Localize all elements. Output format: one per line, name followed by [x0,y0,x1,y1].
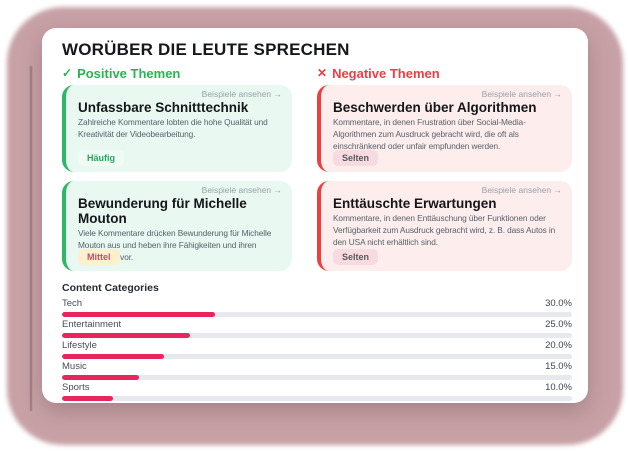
bar-track [62,333,572,338]
chart-row: Lifestyle 20.0% [62,340,572,359]
chart-row: Entertainment 25.0% [62,319,572,338]
category-label: Entertainment [62,319,122,330]
bar-fill [62,396,113,401]
chart-row: Tech 30.0% [62,298,572,317]
theme-card-negative-2: Beispiele ansehen → Enttäuschte Erwartun… [317,181,572,271]
content-categories-chart: Content Categories Tech 30.0% Entertainm… [62,282,572,401]
frequency-badge: Selten [333,150,379,166]
window-shadow-line [30,66,32,411]
chart-row: Sports 10.0% [62,382,572,401]
theme-grid: Beispiele ansehen → Unfassbare Schnittte… [62,85,572,271]
category-label: Lifestyle [62,340,97,351]
theme-card-positive-1: Beispiele ansehen → Unfassbare Schnittte… [62,85,292,172]
theme-description: Zahlreiche Kommentare lobten die hohe Qu… [78,117,268,139]
examples-link[interactable]: Beispiele ansehen → [201,89,282,99]
negative-section-label: Negative Themen [332,66,440,81]
theme-description: Kommentare, in denen Enttäuschung über F… [333,213,556,247]
frequency-badge: Häufig [78,150,124,166]
category-percent: 30.0% [545,298,572,309]
check-icon: ✓ [62,66,73,80]
category-label: Sports [62,382,90,393]
category-label: Tech [62,298,83,309]
category-percent: 20.0% [545,340,572,351]
category-percent: 25.0% [545,319,572,330]
x-icon: ✕ [317,66,328,80]
category-percent: 10.0% [545,382,572,393]
examples-link[interactable]: Beispiele ansehen → [481,89,562,99]
theme-title: Bewunderung für Michelle Mouton [78,196,247,226]
bar-track [62,312,572,317]
theme-card-negative-1: Beispiele ansehen → Beschwerden über Alg… [317,85,572,172]
theme-description: Kommentare, in denen Frustration über So… [333,117,526,151]
chart-row: Music 15.0% [62,361,572,380]
bar-track [62,396,572,401]
positive-section-header: ✓ Positive Themen [62,66,292,81]
main-panel: WORÜBER DIE LEUTE SPRECHEN ✓ Positive Th… [42,28,588,403]
theme-card-positive-2: Beispiele ansehen → Bewunderung für Mich… [62,181,292,271]
positive-section-label: Positive Themen [77,66,181,81]
frequency-badge: Mittel [78,249,120,265]
page-title: WORÜBER DIE LEUTE SPRECHEN [62,40,350,59]
chart-title: Content Categories [62,282,159,294]
examples-link[interactable]: Beispiele ansehen → [201,185,282,195]
bar-fill [62,333,190,338]
bar-track [62,375,572,380]
theme-title: Beschwerden über Algorithmen [333,100,537,115]
frequency-badge: Selten [333,249,379,265]
bar-track [62,354,572,359]
category-percent: 15.0% [545,361,572,372]
bar-fill [62,354,164,359]
category-label: Music [62,361,87,372]
bar-fill [62,312,215,317]
section-headers: ✓ Positive Themen ✕ Negative Themen [62,66,572,81]
theme-title: Unfassbare Schnitttechnik [78,100,249,115]
negative-section-header: ✕ Negative Themen [317,66,572,81]
examples-link[interactable]: Beispiele ansehen → [481,185,562,195]
bar-fill [62,375,139,380]
theme-title: Enttäuschte Erwartungen [333,196,497,211]
